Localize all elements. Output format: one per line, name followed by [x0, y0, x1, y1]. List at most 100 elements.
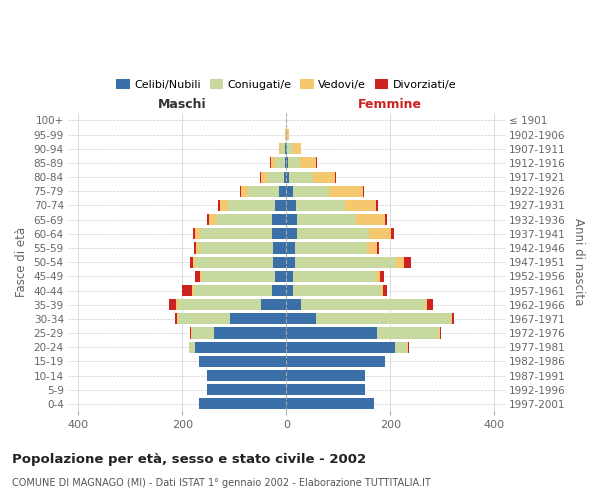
- Bar: [279, 143, 281, 154]
- Bar: [345, 200, 376, 211]
- Bar: [451, 314, 452, 324]
- Bar: [356, 214, 385, 225]
- Bar: [286, 314, 316, 324]
- Bar: [207, 370, 286, 381]
- Bar: [300, 158, 316, 168]
- Bar: [408, 342, 409, 352]
- Bar: [385, 214, 387, 225]
- Bar: [193, 256, 196, 268]
- Bar: [214, 328, 286, 338]
- Bar: [396, 256, 404, 268]
- Y-axis label: Fasce di età: Fasce di età: [15, 227, 28, 297]
- Bar: [190, 256, 193, 268]
- Bar: [175, 314, 177, 324]
- Bar: [274, 242, 286, 254]
- Bar: [376, 200, 379, 211]
- Bar: [286, 342, 395, 352]
- Bar: [286, 328, 377, 338]
- Bar: [286, 200, 296, 211]
- Bar: [272, 214, 286, 225]
- Bar: [370, 228, 391, 239]
- Bar: [367, 242, 377, 254]
- Bar: [207, 214, 209, 225]
- Text: Maschi: Maschi: [158, 98, 206, 110]
- Bar: [286, 356, 385, 367]
- Bar: [241, 186, 248, 197]
- Bar: [297, 214, 356, 225]
- Bar: [286, 384, 365, 395]
- Bar: [275, 158, 285, 168]
- Bar: [199, 356, 286, 367]
- Bar: [297, 228, 370, 239]
- Bar: [301, 299, 425, 310]
- Bar: [267, 172, 284, 182]
- Bar: [286, 186, 293, 197]
- Bar: [286, 228, 297, 239]
- Bar: [287, 129, 289, 140]
- Bar: [193, 228, 195, 239]
- Bar: [329, 186, 363, 197]
- Bar: [380, 271, 383, 282]
- Bar: [286, 242, 295, 254]
- Bar: [377, 328, 439, 338]
- Bar: [270, 158, 271, 168]
- Bar: [439, 328, 440, 338]
- Bar: [182, 285, 191, 296]
- Text: COMUNE DI MAGNAGO (MI) - Dati ISTAT 1° gennaio 2002 - Elaborazione TUTTITALIA.IT: COMUNE DI MAGNAGO (MI) - Dati ISTAT 1° g…: [12, 478, 431, 488]
- Bar: [383, 285, 386, 296]
- Bar: [286, 129, 287, 140]
- Bar: [271, 158, 275, 168]
- Bar: [425, 299, 427, 310]
- Bar: [285, 158, 286, 168]
- Bar: [215, 214, 272, 225]
- Bar: [199, 242, 274, 254]
- Legend: Celibi/Nubili, Coniugati/e, Vedovi/e, Divorziati/e: Celibi/Nubili, Coniugati/e, Vedovi/e, Di…: [114, 77, 458, 92]
- Bar: [287, 143, 293, 154]
- Bar: [169, 299, 176, 310]
- Bar: [191, 328, 214, 338]
- Bar: [278, 186, 286, 197]
- Bar: [286, 158, 289, 168]
- Bar: [286, 398, 374, 409]
- Bar: [296, 200, 345, 211]
- Bar: [286, 285, 293, 296]
- Bar: [228, 200, 275, 211]
- Bar: [200, 228, 272, 239]
- Bar: [286, 214, 297, 225]
- Bar: [293, 285, 381, 296]
- Bar: [196, 256, 274, 268]
- Bar: [286, 299, 301, 310]
- Bar: [239, 186, 241, 197]
- Bar: [230, 314, 286, 324]
- Bar: [285, 143, 286, 154]
- Bar: [293, 143, 301, 154]
- Bar: [272, 285, 286, 296]
- Bar: [284, 172, 286, 182]
- Bar: [427, 299, 433, 310]
- Bar: [202, 271, 275, 282]
- Bar: [404, 256, 411, 268]
- Bar: [377, 242, 379, 254]
- Bar: [194, 242, 196, 254]
- Bar: [189, 342, 196, 352]
- Bar: [275, 200, 286, 211]
- Bar: [207, 384, 286, 395]
- Bar: [177, 314, 178, 324]
- Bar: [407, 342, 408, 352]
- Bar: [293, 271, 376, 282]
- Bar: [195, 228, 200, 239]
- Bar: [316, 314, 451, 324]
- Bar: [293, 186, 329, 197]
- Bar: [313, 172, 335, 182]
- Bar: [178, 299, 262, 310]
- Bar: [381, 285, 383, 296]
- Bar: [194, 285, 272, 296]
- Bar: [289, 158, 300, 168]
- Bar: [395, 342, 407, 352]
- Bar: [274, 256, 286, 268]
- Bar: [190, 328, 191, 338]
- Bar: [220, 200, 228, 211]
- Bar: [281, 143, 285, 154]
- Bar: [363, 186, 364, 197]
- Bar: [209, 214, 215, 225]
